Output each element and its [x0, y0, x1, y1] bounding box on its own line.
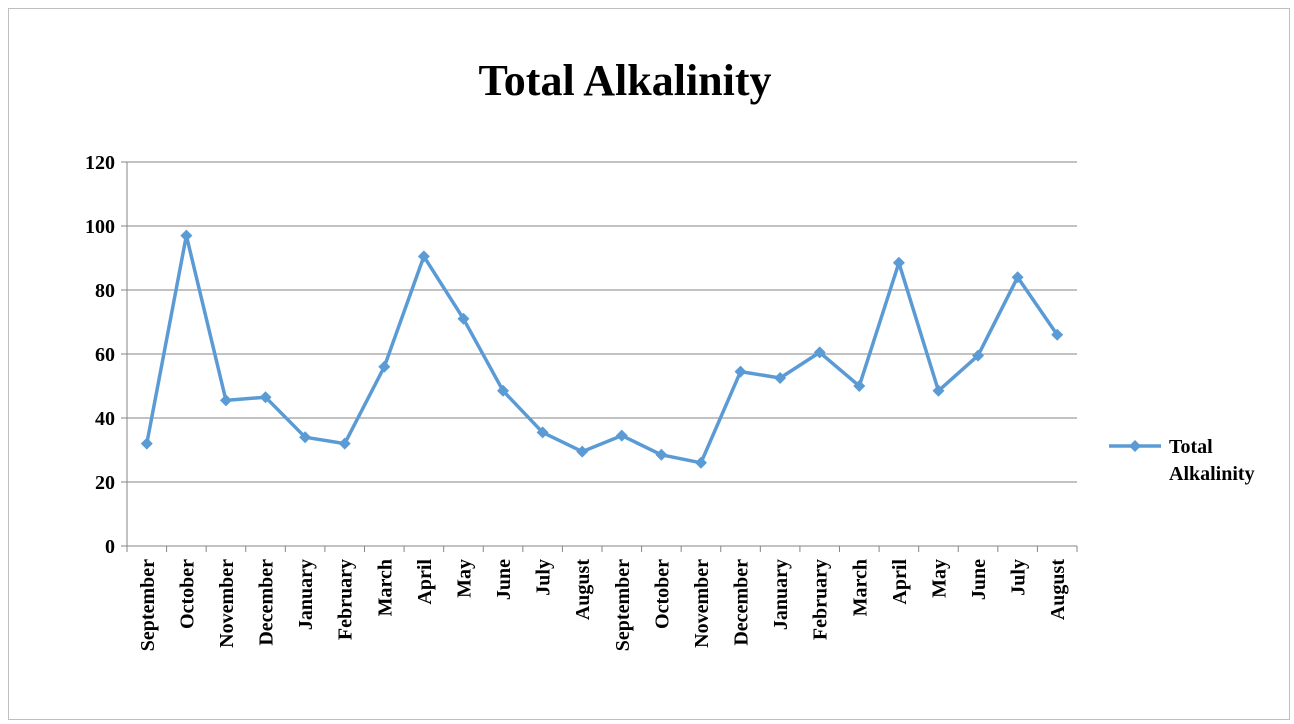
x-tick-label: January — [770, 559, 792, 630]
x-tick-label: April — [889, 559, 911, 605]
x-tick-label: July — [533, 559, 555, 596]
legend-marker — [1129, 440, 1141, 452]
x-tick-label: September — [612, 559, 634, 651]
y-tick-label: 20 — [95, 472, 115, 494]
gridlines — [127, 161, 1077, 483]
legend: Total Alkalinity — [1109, 436, 1255, 485]
x-tick-label: September — [137, 559, 159, 651]
y-tick-label: 100 — [85, 216, 115, 238]
data-point — [457, 312, 470, 325]
x-tick-label: June — [968, 559, 990, 600]
data-point — [1051, 328, 1064, 341]
x-tick-label: May — [928, 559, 950, 598]
x-tick-label: November — [216, 559, 238, 648]
data-point — [813, 346, 826, 359]
data-point — [734, 365, 747, 378]
chart-frame: Total Alkalinity 0 20 40 60 80 100 120 Septemb… — [8, 8, 1290, 720]
data-point — [259, 391, 272, 404]
x-tick-label: March — [374, 559, 396, 616]
y-tick-label: 40 — [95, 408, 115, 430]
axes — [121, 161, 1078, 552]
data-point — [536, 426, 549, 439]
x-tick-label: July — [1008, 559, 1030, 596]
x-tick-label: December — [256, 559, 278, 646]
line-chart: Total Alkalinity 0 20 40 60 80 100 120 Septemb… — [85, 56, 1255, 652]
data-point — [378, 360, 391, 373]
data-point — [853, 380, 866, 392]
x-tick-label: May — [453, 559, 475, 598]
x-tick-label: December — [731, 559, 753, 646]
x-tick-label: February — [810, 559, 832, 640]
x-tick-label: November — [691, 559, 713, 648]
x-tick-label: April — [414, 559, 436, 605]
x-tick-label: October — [651, 559, 673, 629]
y-tick-label: 80 — [95, 280, 115, 302]
x-tick-label: March — [849, 559, 871, 616]
x-tick-label: January — [295, 559, 317, 630]
data-point — [338, 437, 351, 450]
data-point — [576, 445, 589, 458]
data-point — [972, 349, 985, 362]
data-point — [1011, 271, 1024, 284]
legend-label: Total — [1169, 436, 1213, 458]
y-tick-label: 60 — [95, 344, 115, 366]
data-point — [417, 250, 430, 263]
x-axis-tick-labels: September October November December January F… — [137, 559, 1069, 652]
data-point — [655, 448, 668, 461]
y-axis-tick-labels: 0 20 40 60 80 100 120 — [85, 152, 115, 558]
x-tick-label: February — [335, 559, 357, 640]
x-tick-label: August — [572, 559, 594, 620]
data-point — [497, 384, 510, 397]
data-point — [140, 437, 153, 450]
y-tick-label: 120 — [85, 152, 115, 174]
data-point — [615, 429, 628, 442]
legend-label: Alkalinity — [1169, 463, 1255, 485]
y-tick-label: 0 — [105, 536, 115, 558]
x-tick-label: October — [176, 559, 198, 629]
chart-title: Total Alkalinity — [478, 56, 771, 105]
x-tick-label: June — [493, 559, 515, 600]
x-tick-label: August — [1047, 559, 1069, 620]
series-line — [145, 233, 1059, 465]
data-point — [774, 372, 787, 384]
data-point — [694, 456, 707, 469]
series-total-alkalinity — [140, 229, 1064, 469]
data-point — [892, 256, 905, 269]
data-point — [219, 394, 232, 407]
data-point — [180, 229, 193, 242]
data-point — [932, 384, 945, 397]
data-point — [299, 431, 312, 444]
